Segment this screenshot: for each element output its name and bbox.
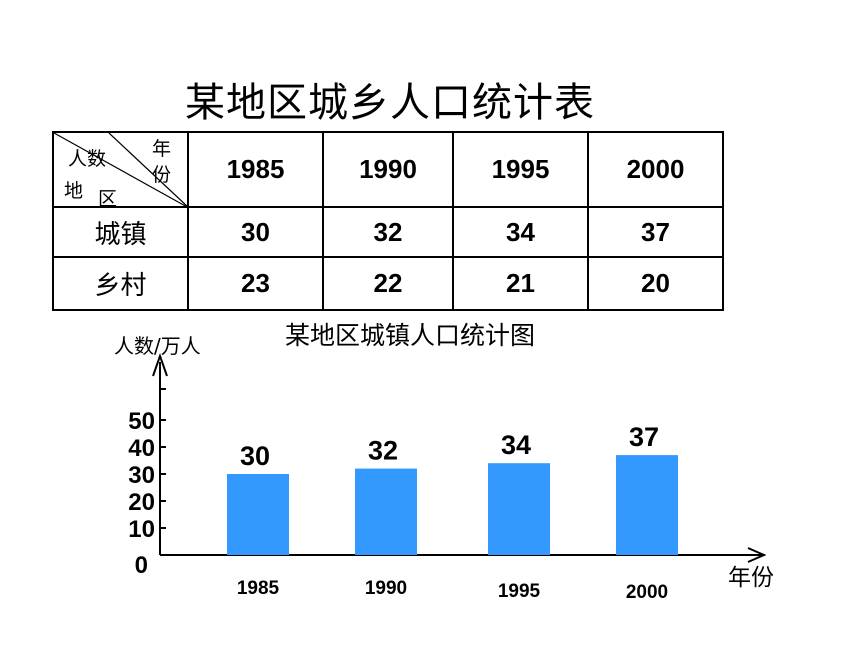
y-axis-arrow xyxy=(152,352,168,377)
year-header-1985: 1985 xyxy=(187,131,324,208)
bar xyxy=(488,463,550,555)
x-tick-label: 1990 xyxy=(365,578,407,599)
x-tick-label: 1995 xyxy=(498,581,541,602)
table-cell: 32 xyxy=(322,206,454,258)
bar-value-label: 32 xyxy=(368,436,398,466)
corner-diagonals xyxy=(54,133,189,208)
y-tick-label: 20 xyxy=(128,489,155,516)
table-cell: 22 xyxy=(322,256,454,311)
corner-people: 人数 xyxy=(68,148,107,170)
bar xyxy=(227,474,289,555)
y-tick-label: 50 xyxy=(128,408,155,435)
corner-region-1: 地 xyxy=(64,180,84,202)
row-label-urban: 城镇 xyxy=(52,206,189,258)
table-cell: 34 xyxy=(452,206,589,258)
population-table: 年 份 人数 地 区 1985 1990 1995 2000 城镇 30 32 … xyxy=(52,131,724,311)
y-tick-label: 40 xyxy=(128,435,155,462)
table-corner-cell: 年 份 人数 地 区 xyxy=(52,131,189,210)
chart-title: 某地区城镇人口统计图 xyxy=(285,321,536,350)
corner-year-2: 份 xyxy=(152,164,172,186)
table-title: 某地区城乡人口统计表 xyxy=(185,80,595,126)
table-cell: 30 xyxy=(187,206,324,258)
y-axis-label: 人数/万人 xyxy=(114,334,201,358)
year-header-1995: 1995 xyxy=(452,131,589,208)
x-tick-label: 1985 xyxy=(237,578,280,599)
bar-value-label: 37 xyxy=(629,422,659,452)
y-tick-label: 0 xyxy=(135,552,148,579)
y-tick-label: 30 xyxy=(128,462,155,489)
corner-region-2: 区 xyxy=(98,188,118,210)
row-label-rural: 乡村 xyxy=(52,256,189,311)
bar-value-label: 30 xyxy=(240,441,270,471)
bar xyxy=(616,455,678,555)
table-cell: 20 xyxy=(587,256,724,311)
table-cell: 23 xyxy=(187,256,324,311)
x-axis-arrow xyxy=(747,547,767,563)
table-cell: 37 xyxy=(587,206,724,258)
table-cell: 21 xyxy=(452,256,589,311)
x-tick-label: 2000 xyxy=(626,582,668,603)
year-header-1990: 1990 xyxy=(322,131,454,208)
year-header-2000: 2000 xyxy=(587,131,724,208)
bar xyxy=(355,468,417,555)
x-axis-label: 年份 xyxy=(728,565,774,591)
corner-year-1: 年 xyxy=(152,138,172,160)
bar-value-label: 34 xyxy=(501,430,531,460)
y-tick-label: 10 xyxy=(128,516,155,543)
